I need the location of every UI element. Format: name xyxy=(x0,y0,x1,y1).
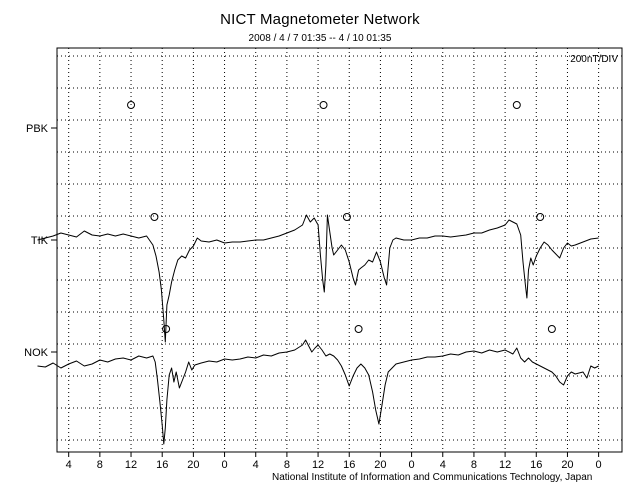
x-tick-label: 0 xyxy=(596,459,602,471)
station-labels: PBK TIK NOK xyxy=(24,123,57,359)
station-traces xyxy=(37,214,599,445)
x-tick-label: 4 xyxy=(440,459,446,471)
x-tick-label: 12 xyxy=(312,459,324,471)
plot-frame xyxy=(56,47,623,453)
noon-marker-circle xyxy=(150,213,159,221)
x-tick-label: 4 xyxy=(66,459,72,471)
x-tick-label: 12 xyxy=(125,459,137,471)
x-tick-label: 16 xyxy=(530,459,542,471)
x-tick-label: 16 xyxy=(156,459,168,471)
noon-marker-circle xyxy=(512,101,521,109)
x-axis-ticks: 4 8 12 16 20 0 4 8 12 16 20 0 4 8 12 16 20 0 xyxy=(66,452,602,471)
noon-marker-circle xyxy=(536,213,545,221)
scale-label: 200nT/DIV xyxy=(570,54,618,65)
noon-marker-circle xyxy=(354,325,363,333)
x-tick-label: 20 xyxy=(374,459,386,471)
chart-grid xyxy=(57,48,622,452)
local-noon-markers xyxy=(127,101,556,333)
noon-marker-circle xyxy=(342,213,351,221)
footer-credit: National Institute of Information and Co… xyxy=(272,472,593,483)
x-tick-label: 12 xyxy=(499,459,511,471)
x-tick-label: 20 xyxy=(187,459,199,471)
trace-tik xyxy=(37,214,599,343)
trace-nok xyxy=(37,339,599,445)
noon-marker-circle xyxy=(319,101,328,109)
x-tick-label: 8 xyxy=(284,459,290,471)
station-label: NOK xyxy=(24,347,49,359)
x-tick-label: 8 xyxy=(97,459,103,471)
x-tick-label: 20 xyxy=(561,459,573,471)
x-tick-label: 0 xyxy=(221,459,227,471)
x-tick-label: 16 xyxy=(343,459,355,471)
chart-title: NICT Magnetometer Network xyxy=(220,11,420,28)
station-label: TIK xyxy=(31,235,49,247)
station-label: PBK xyxy=(26,123,49,135)
noon-marker-circle xyxy=(547,325,556,333)
x-tick-label: 8 xyxy=(471,459,477,471)
x-tick-label: 4 xyxy=(253,459,259,471)
chart-subtitle: 2008 / 4 / 7 01:35 -- 4 / 10 01:35 xyxy=(248,33,392,44)
noon-marker-circle xyxy=(127,101,136,109)
x-tick-label: 0 xyxy=(409,459,415,471)
